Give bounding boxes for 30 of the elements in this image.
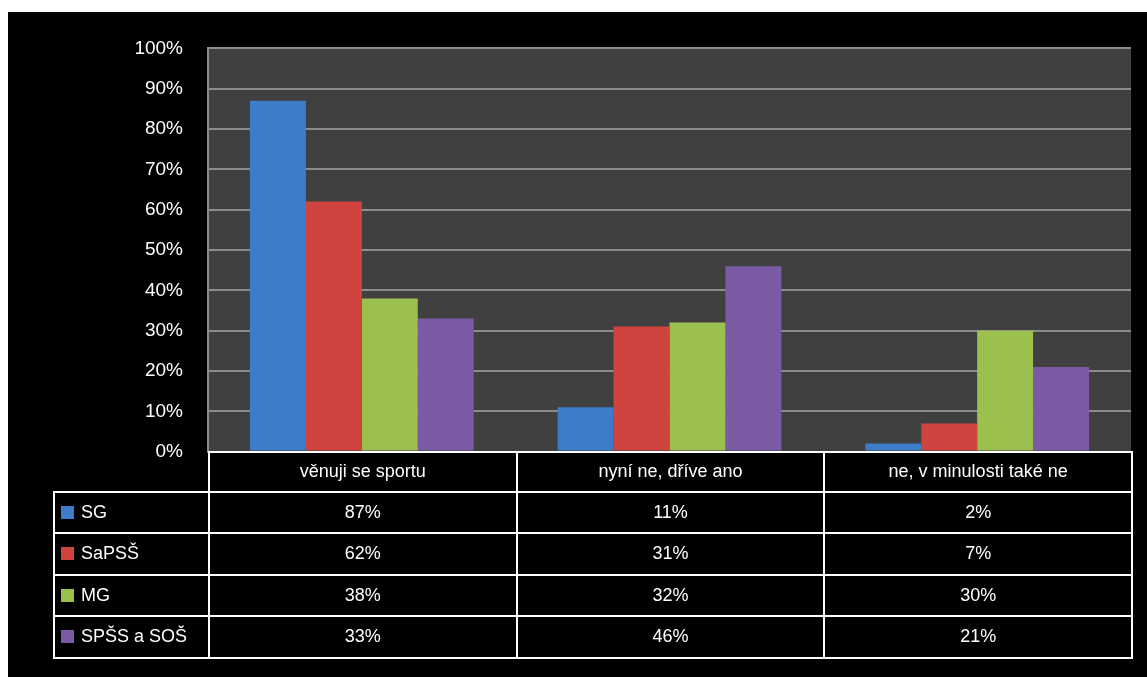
data-label: 87% — [209, 491, 517, 534]
x-tick-label: ne, v minulosti také ne — [824, 451, 1132, 492]
legend-label: SPŠS a SOŠ — [81, 626, 188, 647]
y-tick-label: 40% — [144, 278, 184, 300]
y-tick-label: 100% — [134, 36, 184, 58]
y-tick-label: 20% — [144, 359, 184, 381]
y-tick-label: 10% — [144, 399, 184, 421]
y-tick-label: 90% — [144, 76, 184, 98]
data-label: 31% — [516, 533, 825, 575]
y-tick-label: 80% — [144, 117, 184, 139]
legend-label: SG — [81, 501, 108, 522]
legend-label: MG — [81, 584, 110, 605]
data-label: 33% — [209, 616, 517, 658]
data-label: 7% — [824, 533, 1132, 575]
y-tick-label: 60% — [144, 197, 184, 219]
legend-label: SaPSŠ — [81, 543, 140, 564]
y-tick-label: 30% — [144, 318, 184, 340]
data-label: 30% — [824, 574, 1132, 617]
x-tick-label: věnuji se sportu — [209, 451, 517, 492]
y-tick-label: 0% — [155, 439, 184, 461]
data-label: 38% — [209, 574, 517, 617]
data-label: 32% — [516, 574, 825, 617]
data-label: 62% — [209, 533, 517, 575]
y-tick-label: 70% — [144, 157, 184, 179]
x-tick-label: nyní ne, dříve ano — [516, 451, 825, 492]
data-label: 46% — [516, 616, 825, 658]
data-label: 11% — [516, 491, 825, 534]
data-label: 21% — [824, 616, 1132, 658]
data-label: 2% — [824, 491, 1132, 534]
y-tick-label: 50% — [144, 238, 184, 260]
